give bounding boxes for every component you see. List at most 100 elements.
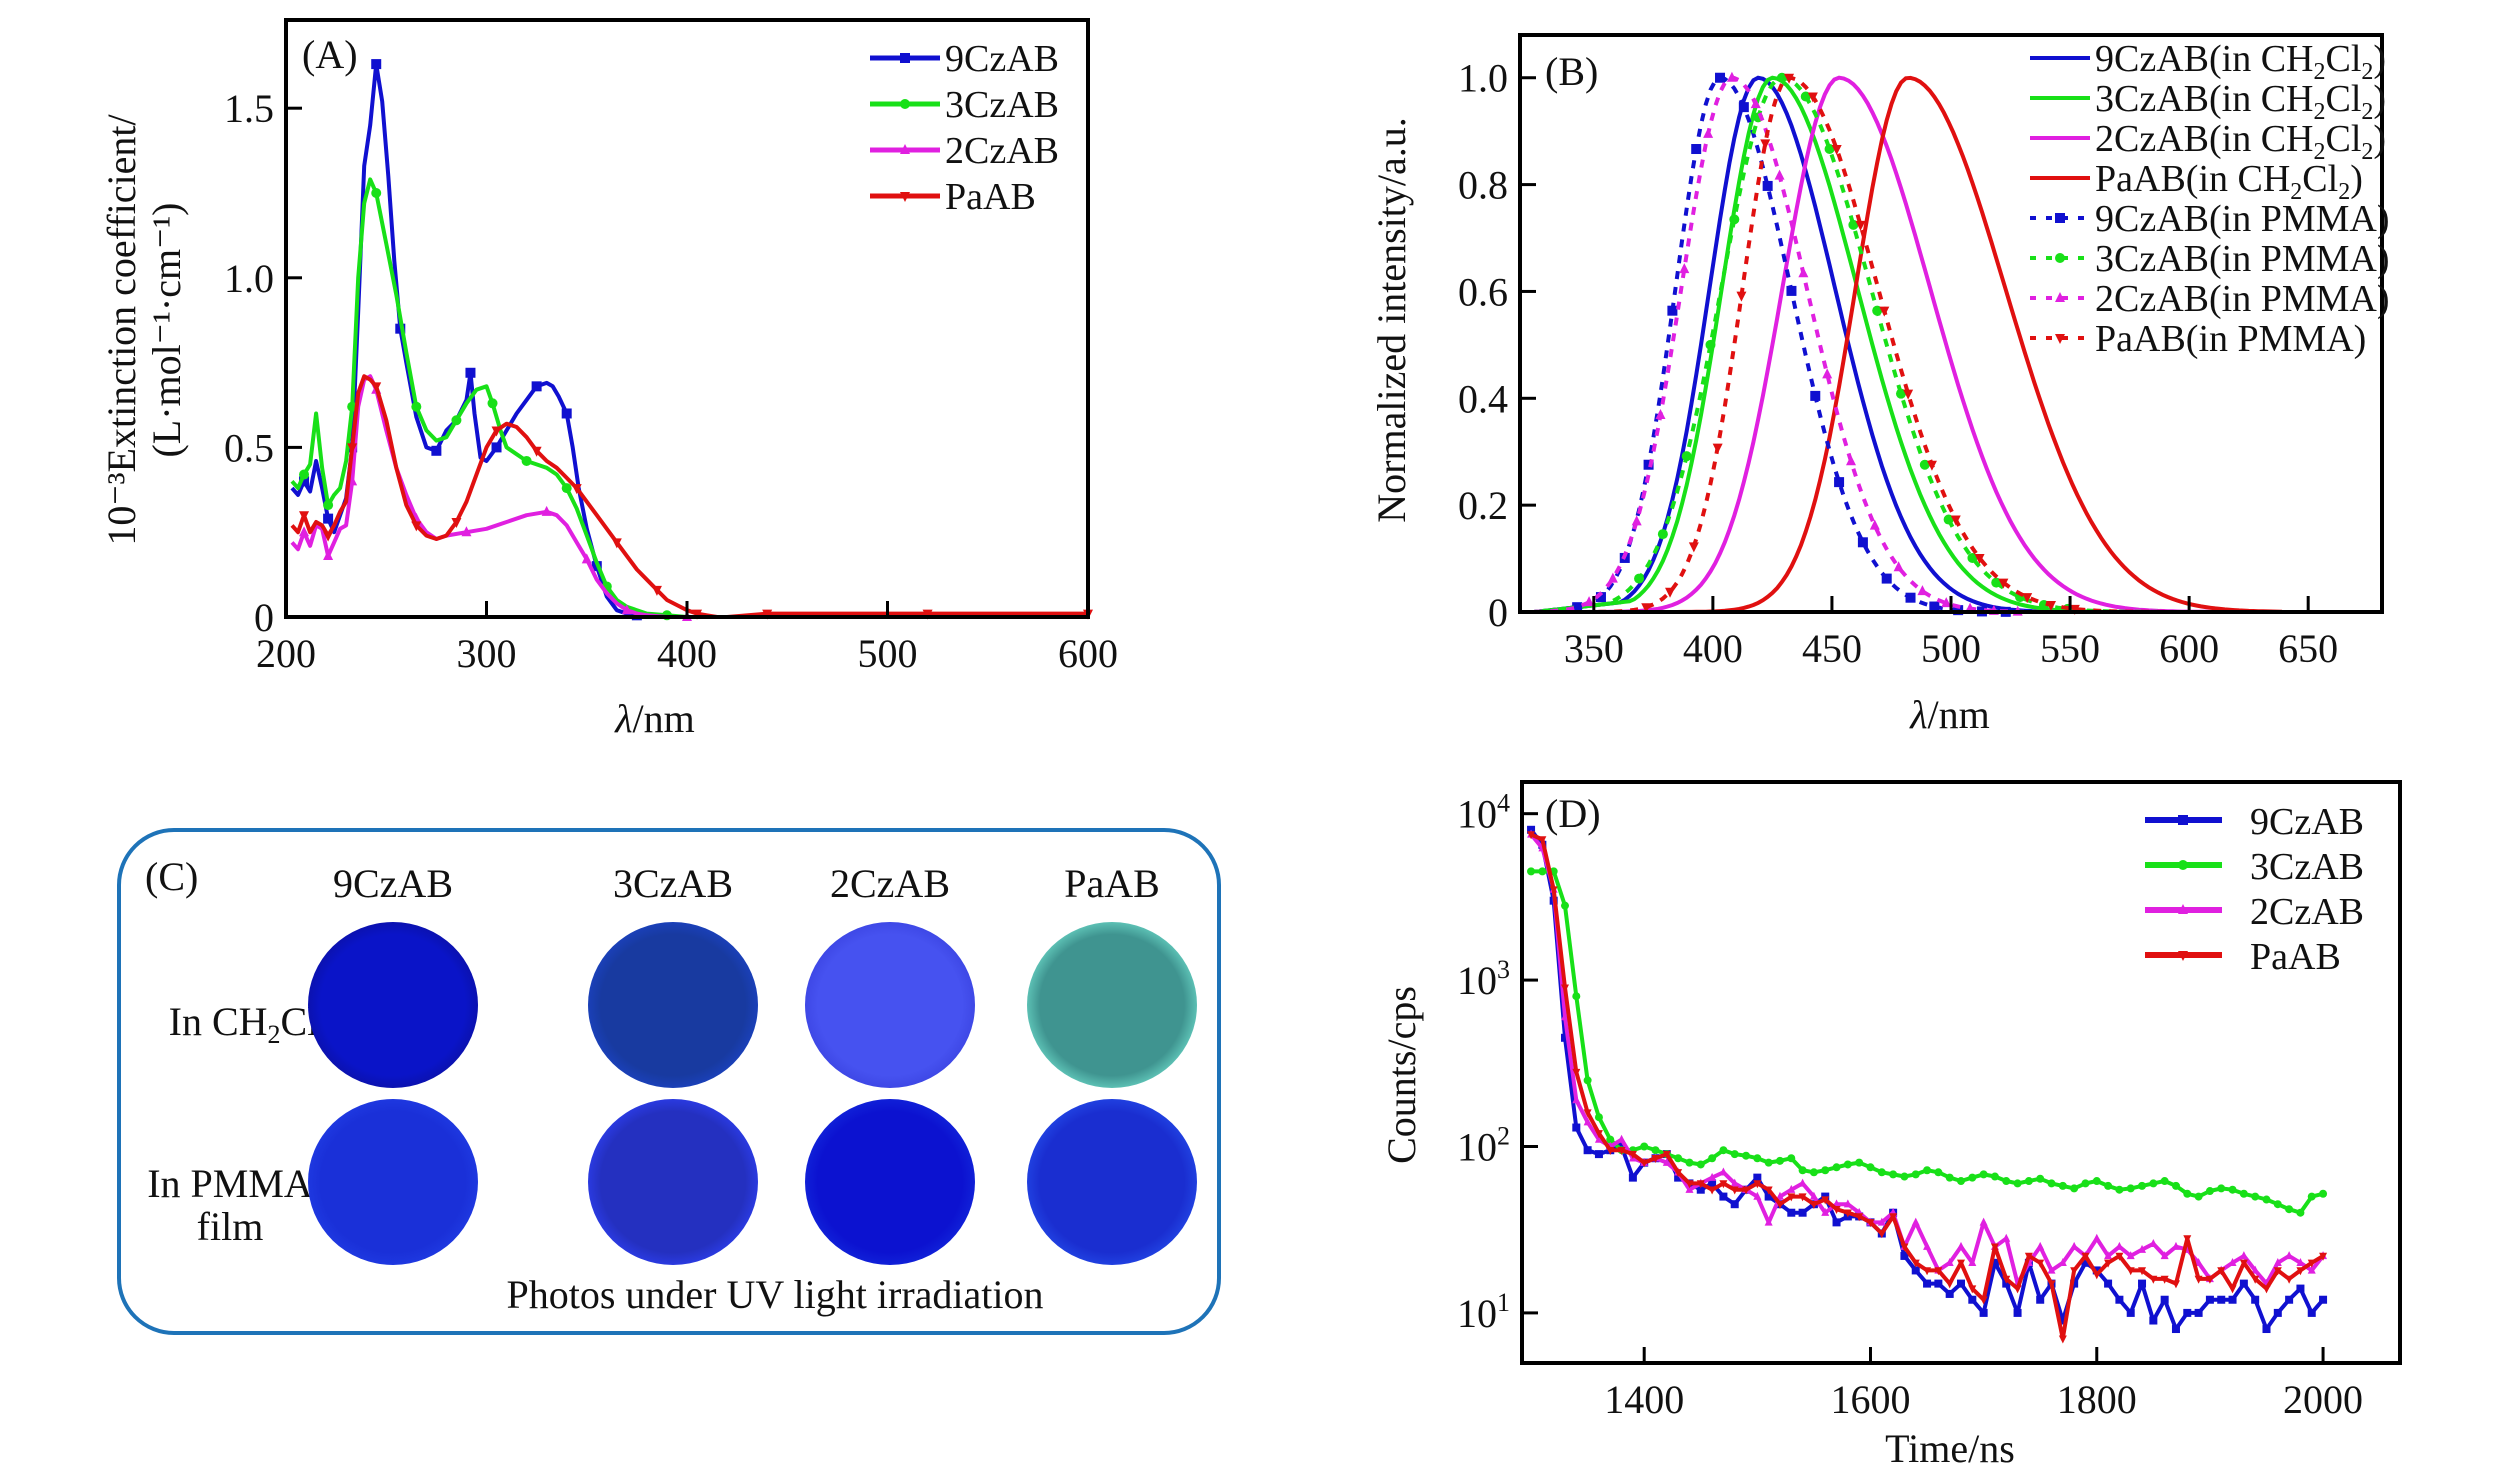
panel-d-3czab-point (2002, 1177, 2011, 1186)
panel-d-9czab-point (2319, 1295, 2328, 1304)
panel-d-2czab-point (1911, 1217, 1920, 1226)
panel-d-9czab-point (1719, 1192, 1728, 1201)
panel-d-paab-point (1945, 1280, 1954, 1289)
panel-a-legend-item-paab: PaAB (870, 176, 1036, 218)
panel-d-paab-point (1583, 1109, 1592, 1118)
sample-3czab-pmma (588, 1099, 758, 1265)
panel-d-paab-point (1617, 1147, 1626, 1156)
sample-paab-pmma (1027, 1099, 1197, 1265)
panel-d-2czab-point (1923, 1241, 1932, 1250)
panel-d-2czab-point (2307, 1265, 2316, 1274)
panel-b-series-5-point (1991, 577, 2002, 588)
panel-b-x-tick-label: 600 (2159, 626, 2219, 671)
panel-d-3czab-point (2171, 1181, 2180, 1190)
panel-b-legend-item-1: 3CzAB(in CH2Cl2) (2030, 78, 2386, 125)
panel-d-paab-point (1560, 984, 1569, 993)
panel-d-legend-item-3czab: 3CzAB (2145, 846, 2364, 888)
panel-a-9czab-point (465, 367, 476, 378)
legend-label: PaAB (2250, 936, 2341, 978)
panel-d-2czab-point (2160, 1251, 2169, 1260)
legend-marker (900, 192, 910, 202)
panel-a-9czab-point (561, 408, 572, 419)
panel-d-2czab-point (1843, 1199, 1852, 1208)
row-label-ch2cl2: In CH2Cl2 (169, 999, 332, 1049)
sample-9czab-pmma (308, 1099, 478, 1265)
panel-d-9czab-point (2081, 1258, 2090, 1267)
panel-a-2czab-point (299, 526, 310, 537)
panel-b-series-6-point (1774, 169, 1785, 180)
panel-a-paab-point (491, 426, 502, 437)
panel-d-3czab-point (2036, 1174, 2045, 1183)
panel-b-series-7-point (1903, 389, 1914, 400)
panel-d-9czab-point (2296, 1284, 2305, 1293)
panel-a-paab-point (651, 585, 662, 596)
panel-d-paab-point (2126, 1267, 2135, 1276)
panel-d-paab-point (2171, 1280, 2180, 1289)
panel-d-2czab-point (2092, 1233, 2101, 1242)
panel-d-3czab-point (1911, 1170, 1920, 1179)
panel-d-2czab-point (2126, 1251, 2135, 1260)
column-header-9czab: 9CzAB (333, 861, 453, 906)
panel-a-paab-point (411, 521, 422, 532)
panel-c-sample-grid (308, 922, 1197, 1265)
panel-d-paab-point (2115, 1252, 2124, 1261)
panel-d-9czab-point (2149, 1316, 2158, 1325)
panel-d-2czab-point (2239, 1251, 2248, 1260)
panel-d-paab-point (2013, 1285, 2022, 1294)
panel-d-9czab-point (2104, 1279, 2113, 1288)
legend-label: 3CzAB (945, 84, 1059, 126)
panel-d-9czab-point (2160, 1295, 2169, 1304)
panel-a-paab-point (762, 609, 773, 620)
panel-b-legend-item-3: PaAB(in CH2Cl2) (2030, 158, 2363, 205)
panel-a-x-tick-label: 300 (457, 631, 517, 676)
legend-label: 3CzAB (2250, 846, 2364, 888)
panel-a-2czab-point (323, 549, 334, 560)
panel-d-3czab-point (1945, 1173, 1954, 1182)
panel-a-legend-item-2czab: 2CzAB (870, 130, 1059, 172)
panel-d-2czab-point (1968, 1258, 1977, 1267)
panel-a-series-9czab-line (290, 62, 687, 617)
panel-a-ticks: 200 300 400 500 600 0 0.5 1.0 1.5 (224, 86, 1118, 676)
panel-b-legend-item-4: 9CzAB(in PMMA) (2030, 198, 2390, 240)
panel-d-9czab-point (2228, 1295, 2237, 1304)
panel-d-2czab-point (2251, 1265, 2260, 1274)
panel-b-series-5-point (1657, 529, 1668, 540)
panel-b-legend: 9CzAB(in CH2Cl2)3CzAB(in CH2Cl2) 2CzAB(in… (2030, 38, 2390, 360)
panel-d-3czab-point (1651, 1146, 1660, 1155)
panel-d-paab-point (1798, 1193, 1807, 1202)
column-header-2czab: 2CzAB (830, 861, 950, 906)
panel-c-photos: (C) 9CzAB 3CzAB 2CzAB PaAB In CH2Cl2 In PMM… (117, 828, 1221, 1335)
sample-2czab-ch2cl2 (805, 922, 975, 1088)
panel-d-paab-point (1866, 1219, 1875, 1228)
panel-b-series-7-point (1641, 603, 1652, 614)
panel-d-3czab-point (2194, 1192, 2203, 1201)
panel-d-letter: (D) (1545, 791, 1601, 836)
panel-b-ticks: 350 400 450 500 550 600 650 0 0.2 0.4 0.6 0.8 1.0 (1458, 56, 2338, 671)
panel-d-9czab-point (2251, 1295, 2260, 1304)
panel-d-x-tick-label: 1400 (1604, 1377, 1684, 1422)
panel-d-9czab-point (1572, 1123, 1581, 1132)
panel-b-series-4-point (1857, 537, 1868, 548)
panel-d-paab-point (1651, 1155, 1660, 1164)
panel-b-y-axis-title: Normalized intensity/a.u. (1369, 117, 1414, 522)
legend-label: 2CzAB(in PMMA) (2095, 278, 2390, 320)
panel-d-3czab-point (1934, 1168, 1943, 1177)
legend-label: 9CzAB(in CH2Cl2) (2095, 38, 2386, 85)
panel-d-3czab-point (1719, 1146, 1728, 1155)
panel-b-series-3-line (1534, 75, 2283, 612)
panel-b-x-tick-label: 400 (1683, 626, 1743, 671)
panel-d-y-tick-label: 102 (1457, 1121, 1510, 1169)
panel-d-paab-point (2307, 1259, 2316, 1268)
panel-d-3czab-point (1798, 1166, 1807, 1175)
panel-d-2czab-point (1708, 1172, 1717, 1181)
panel-a-9czab-point (431, 445, 442, 456)
panel-d-3czab-point (2251, 1192, 2260, 1201)
panel-d-legend-item-9czab: 9CzAB (2145, 801, 2364, 843)
panel-d-paab-point (1628, 1150, 1637, 1159)
panel-d-legend-item-paab: PaAB (2145, 936, 2341, 978)
panel-b-series-7-point (1879, 306, 1890, 317)
panel-d-2czab-point (1798, 1178, 1807, 1187)
panel-d-3czab-point (2081, 1179, 2090, 1188)
panel-b-y-tick-label: 0.6 (1458, 269, 1508, 314)
legend-label: PaAB (945, 176, 1036, 218)
